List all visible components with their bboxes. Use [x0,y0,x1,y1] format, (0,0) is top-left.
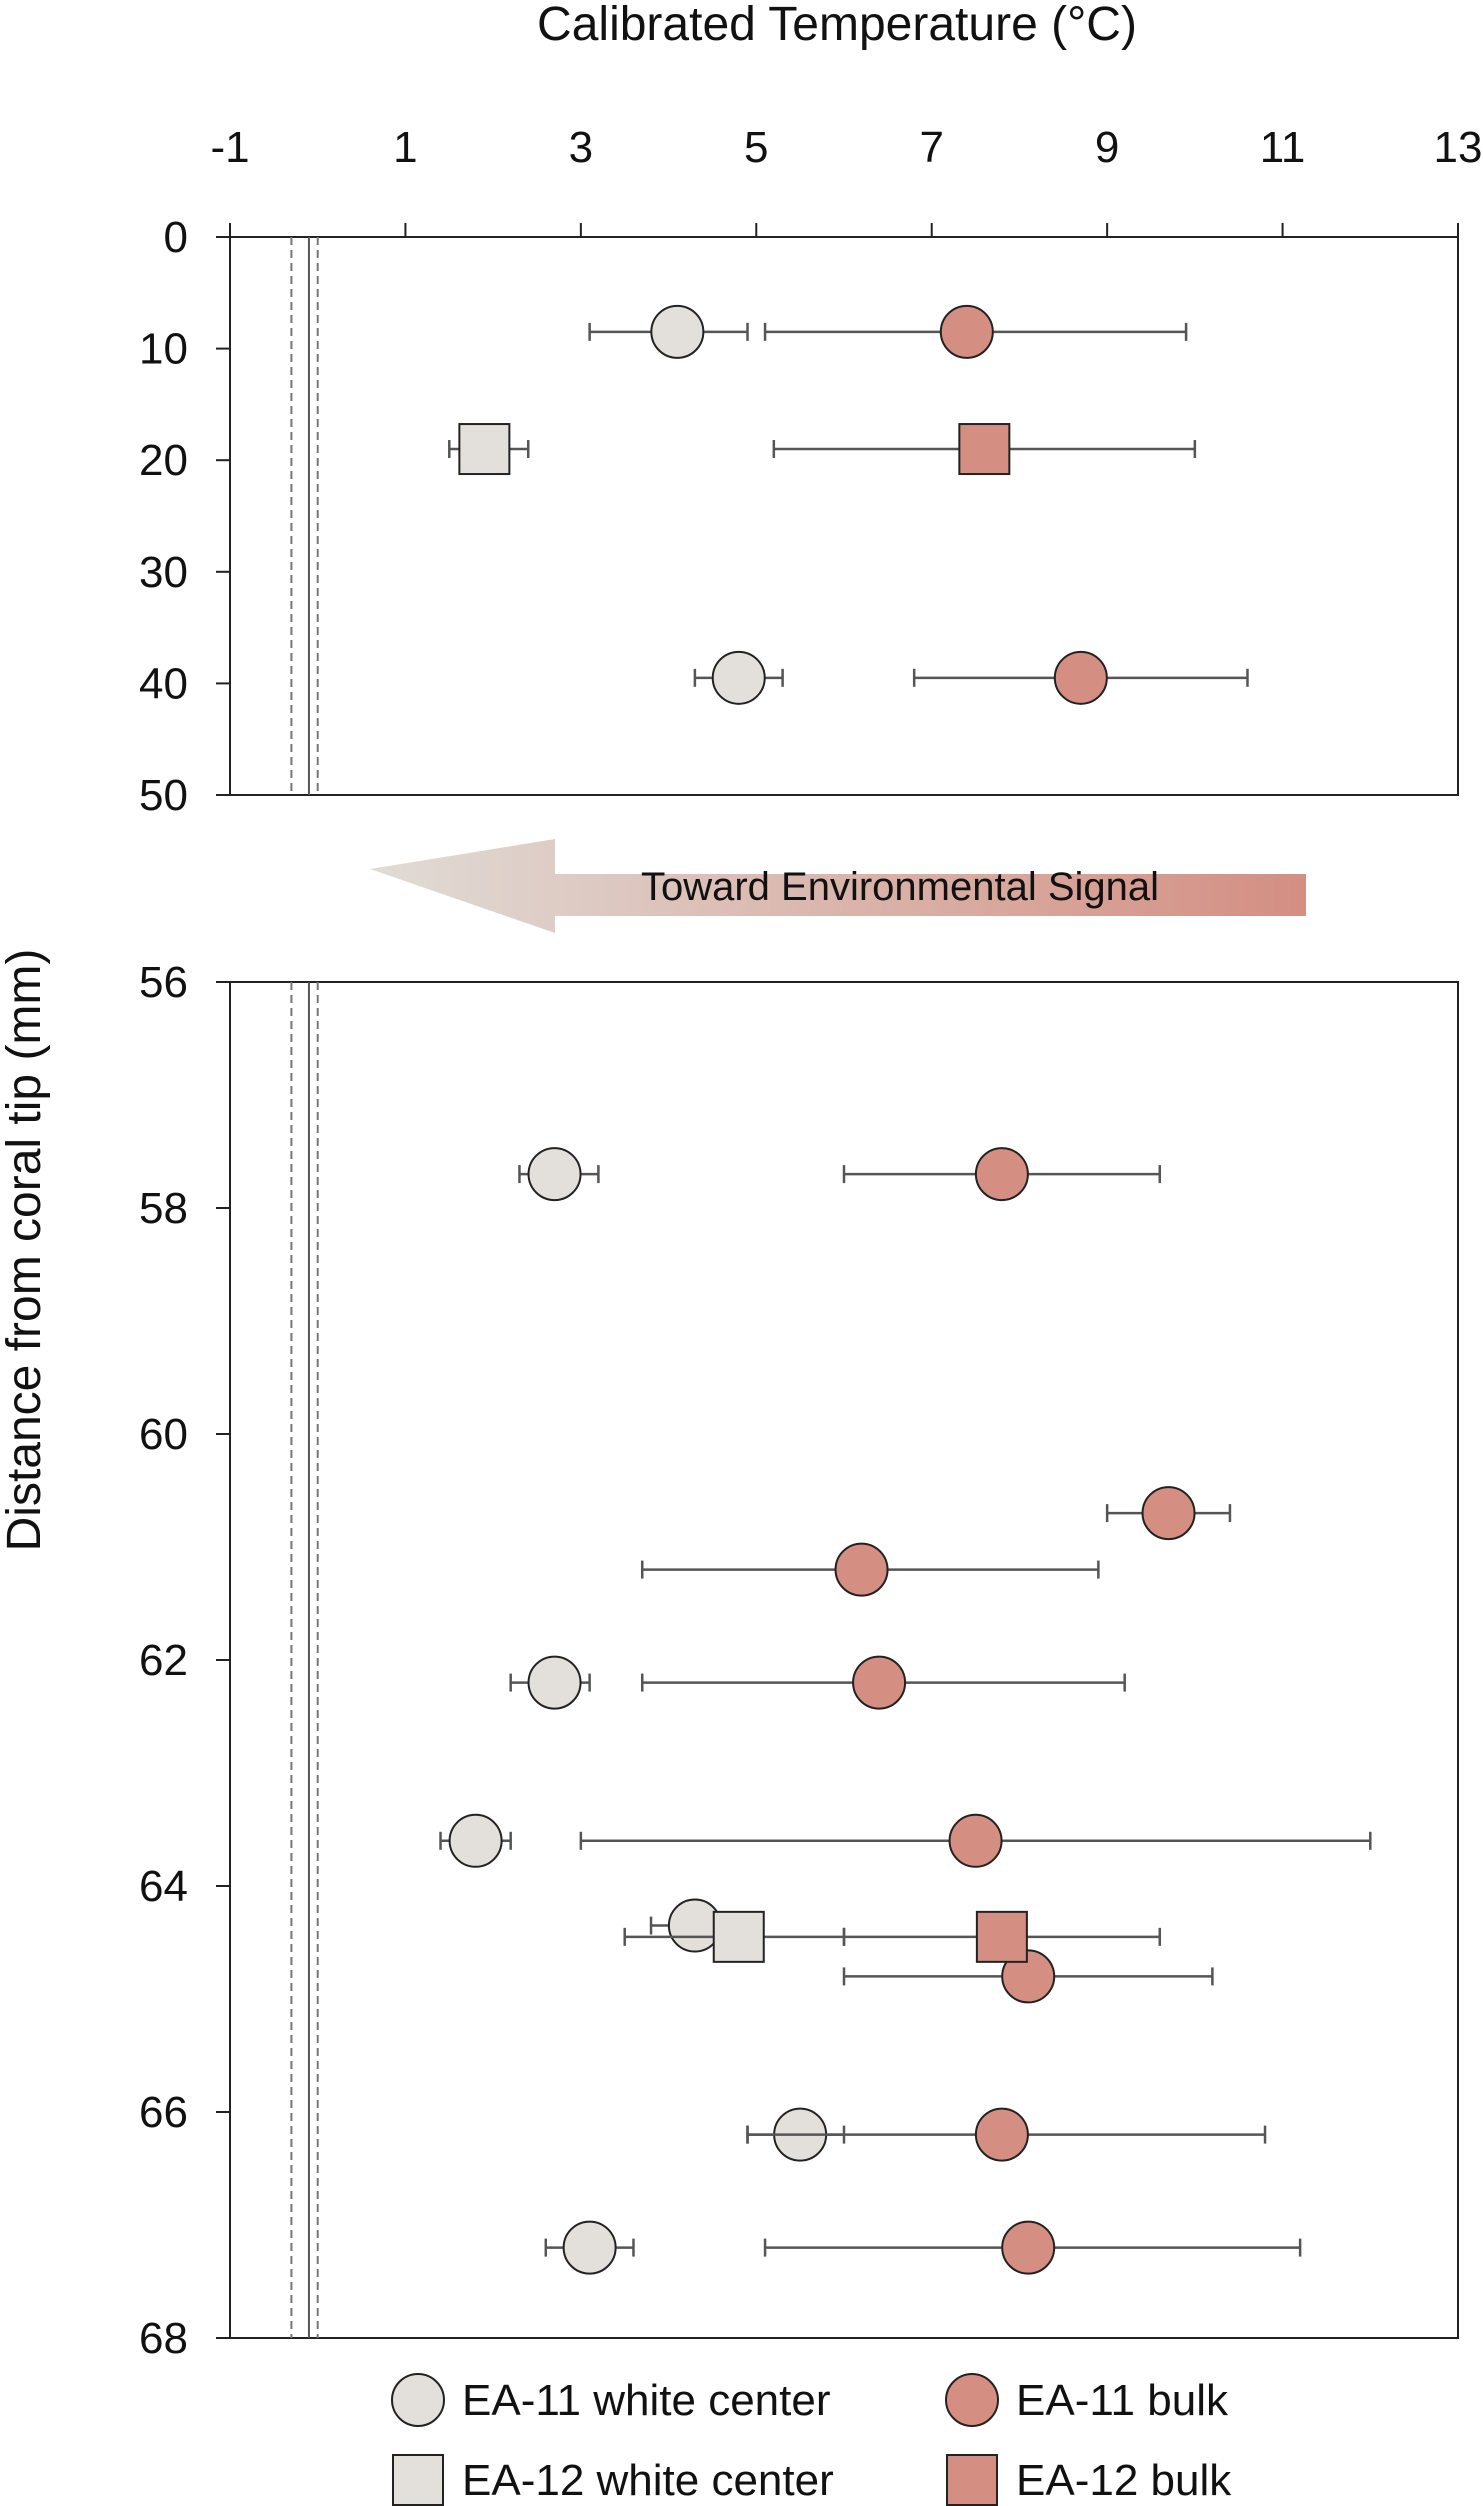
data-point [948,1813,1003,1868]
data-point [562,2220,617,2275]
y-tick-label: 64 [139,1862,188,1911]
x-tick-label: 3 [569,123,593,172]
data-point [834,1542,889,1597]
data-point [458,423,511,476]
data-point [1001,2220,1056,2275]
legend-label: EA-11 white center [462,2376,830,2425]
data-points [439,304,1372,2275]
series-2 [448,423,846,1963]
legend-item: EA-11 bulk [945,2373,1229,2427]
y-tick-label: 58 [139,1184,188,1233]
legend-marker [392,2454,444,2506]
legend-item: EA-12 white center [392,2454,834,2506]
data-point [448,1813,503,1868]
y-tick-label: 30 [139,548,188,597]
y-tick-label: 40 [139,659,188,708]
legend-label: EA-11 bulk [1016,2376,1229,2425]
y-tick-label: 20 [139,436,188,485]
x-tick-label: 1 [393,123,417,172]
data-point [650,304,705,359]
y-tick-label: 66 [139,2088,188,2137]
legend-item: EA-12 bulk [946,2454,1232,2506]
data-point [711,650,766,705]
y-tick-label: 50 [139,771,188,820]
x-tick-label: 5 [744,123,768,172]
x-tick-label: -1 [210,123,249,172]
direction-arrow: Toward Environmental Signal [370,839,1306,933]
series-1 [579,304,1372,2275]
legend-label: EA-12 bulk [1016,2456,1232,2505]
legend-marker [946,2454,998,2506]
legend: EA-11 white center EA-11 bulk EA-12 white … [391,2373,1232,2506]
x-tick-label: 9 [1095,123,1119,172]
arrow-shape [370,839,1306,933]
data-point [1053,650,1108,705]
arrow-label: Toward Environmental Signal [641,865,1159,909]
data-point [852,1655,907,1710]
y-tick-label: 56 [139,958,188,1007]
y-tick-label: 0 [164,213,188,262]
legend-label: EA-12 white center [462,2456,834,2505]
y-tick-label: 68 [139,2314,188,2363]
x-axis-title: Calibrated Temperature (°C) [537,0,1137,51]
data-point [527,1147,582,1202]
series-0 [439,304,846,2275]
y-tick-label: 10 [139,325,188,374]
y-axis-title: Distance from coral tip (mm) [0,949,51,1552]
data-point [958,423,1011,476]
data-point [1001,1949,1056,2004]
data-point [1141,1486,1196,1541]
data-point [527,1655,582,1710]
data-point [712,1910,765,1963]
legend-marker [945,2373,999,2427]
x-tick-label: 11 [1260,123,1306,172]
y-tick-label: 62 [139,1636,188,1685]
data-point [975,1910,1028,1963]
legend-item: EA-11 white center [391,2373,830,2427]
top-panel-frame [229,236,1459,796]
y-tick-label: 60 [139,1410,188,1459]
legend-marker [391,2373,445,2427]
reference-lines [290,237,319,2338]
data-point [939,304,994,359]
data-point [974,2107,1029,2162]
y-axis: 0 10 20 30 40 50 56 58 60 62 64 66 68 [139,213,230,2363]
x-tick-label: 7 [919,123,943,172]
series-3 [772,423,1197,1963]
x-tick-label: 13 [1434,123,1483,172]
data-point [974,1147,1029,1202]
x-axis: -1 1 3 5 7 9 11 13 [210,123,1482,237]
